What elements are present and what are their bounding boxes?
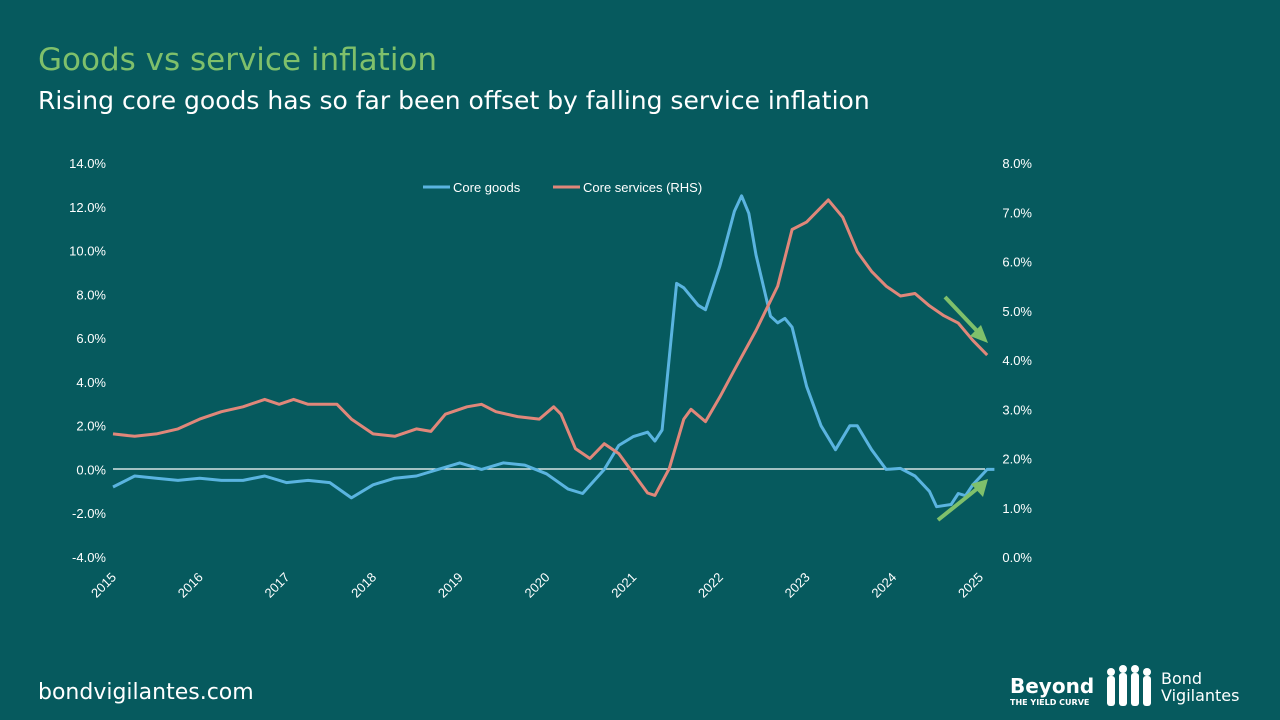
right-tick-label: 4.0% (1002, 353, 1032, 368)
x-tick-label: 2023 (782, 570, 813, 601)
left-tick-label: 2.0% (76, 419, 106, 434)
footer-site: bondvigilantes.com (38, 680, 254, 705)
right-tick-label: 5.0% (1002, 304, 1032, 319)
x-tick-label: 2024 (868, 570, 899, 601)
left-tick-label: 12.0% (69, 200, 106, 215)
x-tick-label: 2017 (261, 570, 292, 601)
left-tick-label: 4.0% (76, 375, 106, 390)
chart-title: Goods vs service inflation (38, 42, 438, 78)
left-tick-label: 14.0% (69, 156, 106, 171)
right-tick-label: 3.0% (1002, 402, 1032, 417)
left-tick-label: 0.0% (76, 462, 106, 477)
beyond-logo: Beyond THE YIELD CURVE (1010, 674, 1095, 707)
right-tick-label: 1.0% (1002, 501, 1032, 516)
core-goods-line (112, 194, 995, 509)
left-tick-label: 6.0% (76, 331, 106, 346)
right-tick-label: 8.0% (1002, 156, 1032, 171)
legend-label-core-goods: Core goods (453, 180, 521, 195)
legend: Core goods Core services (RHS) (423, 180, 702, 195)
x-tick-label: 2019 (435, 570, 466, 601)
left-tick-label: -2.0% (72, 506, 106, 521)
chart-subtitle: Rising core goods has so far been offset… (38, 86, 870, 115)
x-tick-label: 2020 (522, 570, 553, 601)
left-tick-label: 8.0% (76, 287, 106, 302)
x-axis-ticks: 2015 2016 2017 2018 2019 2020 2021 2022 2023 2024… (88, 570, 986, 601)
people-icon (1107, 665, 1151, 706)
right-tick-label: 7.0% (1002, 205, 1032, 220)
right-axis-ticks: 8.0% 7.0% 6.0% 5.0% 4.0% 3.0% 2.0% 1.0% 0.0% (1002, 156, 1032, 565)
right-tick-label: 6.0% (1002, 255, 1032, 270)
x-tick-label: 2018 (348, 570, 379, 601)
left-axis-ticks: 14.0% 12.0% 10.0% 8.0% 6.0% 4.0% 2.0% 0.0% -2.0%… (69, 156, 106, 565)
bond-vigilantes-logo: Bond Vigilantes (1103, 664, 1239, 713)
left-tick-label: -4.0% (72, 550, 106, 565)
legend-label-core-services: Core services (RHS) (583, 180, 702, 195)
right-tick-label: 2.0% (1002, 452, 1032, 467)
series-lines (112, 194, 995, 509)
x-tick-label: 2025 (955, 570, 986, 601)
x-tick-label: 2022 (695, 570, 726, 601)
left-tick-label: 10.0% (69, 244, 106, 259)
x-tick-label: 2016 (175, 570, 206, 601)
x-tick-label: 2015 (88, 570, 119, 601)
arrow-up-icon (936, 479, 988, 522)
right-tick-label: 0.0% (1002, 550, 1032, 565)
core-services-line (112, 198, 989, 497)
x-tick-label: 2021 (608, 570, 639, 601)
arrow-down-icon (943, 295, 988, 343)
